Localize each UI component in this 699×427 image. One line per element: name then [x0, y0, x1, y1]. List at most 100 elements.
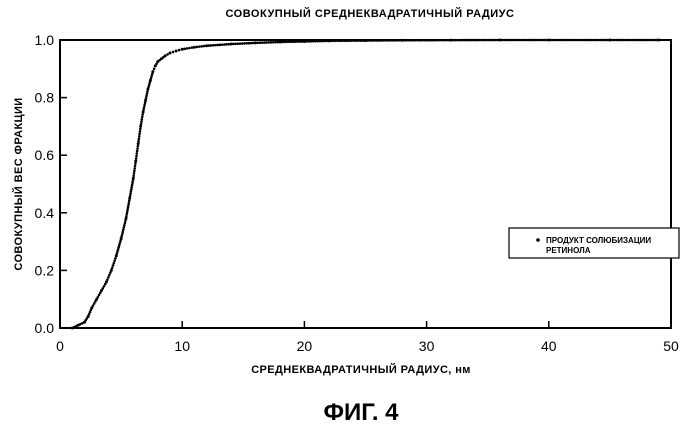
data-point-fill	[256, 42, 259, 45]
y-tick-label: 1.0	[35, 32, 55, 48]
data-point	[132, 177, 135, 180]
data-point-fill	[232, 43, 235, 46]
data-point-fill	[139, 128, 142, 131]
data-point-fill	[341, 39, 344, 42]
data-point-fill	[259, 41, 262, 44]
data-point-fill	[360, 39, 363, 42]
data-point-fill	[554, 39, 557, 42]
legend-marker	[536, 238, 540, 242]
data-point-fill	[348, 39, 351, 42]
data-point-fill	[263, 41, 266, 44]
data-point-fill	[308, 40, 311, 43]
data-point-fill	[131, 181, 134, 184]
data-point-fill	[633, 39, 636, 42]
data-point-fill	[412, 39, 415, 42]
data-point-fill	[344, 39, 347, 42]
data-point-fill	[635, 39, 638, 42]
data-point-fill	[414, 39, 417, 42]
data-point-fill	[130, 186, 133, 189]
data-point-fill	[617, 39, 620, 42]
data-point-fill	[490, 39, 493, 42]
data-point-fill	[196, 46, 199, 49]
data-point-fill	[134, 165, 137, 168]
data-point-fill	[250, 42, 253, 45]
data-point-fill	[323, 40, 326, 43]
data-point-fill	[434, 39, 437, 42]
data-point	[144, 99, 147, 102]
data-point-fill	[586, 39, 589, 42]
data-point-fill	[200, 45, 203, 48]
x-tick-label: 40	[541, 338, 557, 354]
data-point-fill	[615, 39, 618, 42]
data-point-fill	[134, 162, 137, 165]
data-point-fill	[369, 39, 372, 42]
y-tick-label: 0.6	[35, 147, 55, 163]
data-point-fill	[136, 147, 139, 150]
data-point-fill	[131, 184, 134, 187]
data-point-fill	[626, 39, 629, 42]
x-tick-label: 10	[174, 338, 190, 354]
data-point-fill	[127, 204, 130, 207]
data-point-fill	[394, 39, 397, 42]
data-point-fill	[559, 39, 562, 42]
data-point-fill	[543, 39, 546, 42]
data-point-fill	[505, 39, 508, 42]
data-point-fill	[653, 39, 656, 42]
data-point-fill	[106, 278, 109, 281]
data-point-fill	[136, 150, 139, 153]
data-point-fill	[145, 97, 148, 100]
data-point-fill	[389, 39, 392, 42]
data-point-fill	[579, 39, 582, 42]
data-point-fill	[494, 39, 497, 42]
data-point-fill	[620, 39, 623, 42]
data-point-fill	[408, 39, 411, 42]
data-point-fill	[319, 40, 322, 43]
data-point-fill	[153, 68, 156, 71]
data-point-fill	[225, 43, 228, 46]
data-point-fill	[261, 41, 264, 44]
data-point-fill	[283, 41, 286, 44]
data-point-fill	[141, 118, 144, 121]
data-point-fill	[470, 39, 473, 42]
data-point-fill	[274, 41, 277, 44]
data-point-fill	[132, 174, 135, 177]
data-point-fill	[316, 40, 319, 43]
data-point-fill	[332, 40, 335, 43]
data-point-fill	[123, 226, 126, 229]
data-point-fill	[126, 208, 129, 211]
data-point-fill	[602, 39, 605, 42]
data-point-fill	[539, 39, 542, 42]
data-point-fill	[428, 39, 431, 42]
data-point-fill	[296, 40, 299, 43]
data-point-fill	[584, 39, 587, 42]
data-point	[193, 46, 196, 49]
data-point-fill	[463, 39, 466, 42]
data-point-fill	[514, 39, 517, 42]
data-point-fill	[127, 206, 130, 209]
y-ticks: 0.00.20.40.60.81.0	[35, 32, 67, 336]
data-point-fill	[445, 39, 448, 42]
legend-label-line2: РЕТИНОЛА	[546, 246, 591, 255]
data-point-fill	[550, 39, 553, 42]
data-point-fill	[137, 145, 140, 148]
data-point-fill	[631, 39, 634, 42]
data-point-fill	[637, 39, 640, 42]
data-point-fill	[646, 39, 649, 42]
data-point-fill	[129, 193, 132, 196]
data-point-fill	[334, 40, 337, 43]
data-point-fill	[474, 39, 477, 42]
data-point-fill	[465, 39, 468, 42]
data-point-fill	[353, 39, 356, 42]
plot-frame	[60, 40, 671, 328]
y-tick-label: 0.4	[35, 205, 55, 221]
data-point-fill	[214, 44, 217, 47]
data-point-fill	[330, 40, 333, 43]
data-point-fill	[143, 106, 146, 109]
data-point-fill	[314, 40, 317, 43]
x-axis-label: СРЕДНЕКВАДРАТИЧНЫЙ РАДИУС, нм	[251, 363, 471, 376]
data-point-fill	[290, 40, 293, 43]
data-point-fill	[441, 39, 444, 42]
data-point-fill	[136, 152, 139, 155]
data-point-fill	[241, 42, 244, 45]
